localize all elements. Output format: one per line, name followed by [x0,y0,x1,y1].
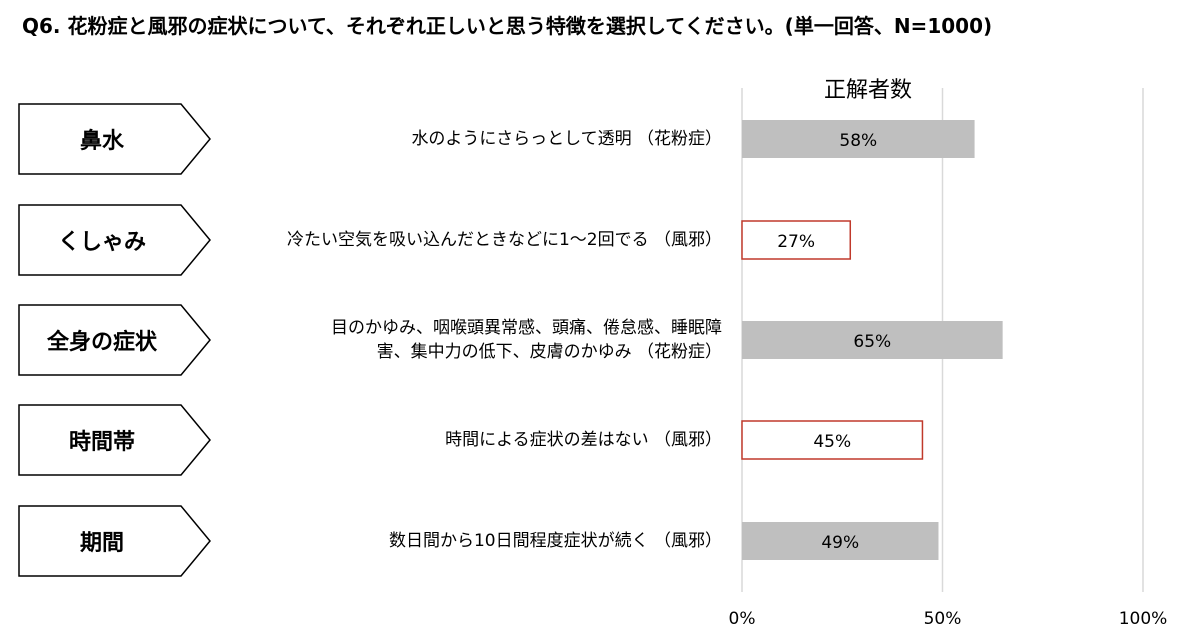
symptom-description: 水のようにさらっとして透明 （花粉症） [202,127,722,151]
category-label: くしゃみ [57,230,146,255]
description-line: 害、集中力の低下、皮膚のかゆみ （花粉症） [376,342,722,362]
category-label: 鼻水 [79,129,124,154]
category-tag: 時間帯 [18,404,212,476]
category-tag: くしゃみ [18,204,212,276]
description-line: 時間による症状の差はない （風邪） [445,430,722,450]
bar [741,220,852,260]
arrow-shape [18,304,211,376]
x-tick-label: 50% [924,609,962,629]
bar-value-label: 65% [853,332,891,352]
arrow-shape [18,204,211,276]
description-line: 目のかゆみ、咽喉頭異常感、頭痛、倦怠感、睡眠障 [331,318,722,338]
description-line: 水のようにさらっとして透明 （花粉症） [411,129,722,149]
bar [742,522,939,560]
symptom-description: 目のかゆみ、咽喉頭異常感、頭痛、倦怠感、睡眠障害、集中力の低下、皮膚のかゆみ （… [202,316,722,364]
category-label: 時間帯 [68,430,135,455]
x-tick-label: 0% [729,609,756,629]
arrow-shape [18,505,211,577]
arrow-shape [18,404,211,476]
bar-value-label: 58% [839,131,877,151]
bar-value-label: 27% [777,232,815,252]
category-label: 全身の症状 [46,330,157,355]
bar-value-label: 49% [821,533,859,553]
symptom-description: 時間による症状の差はない （風邪） [202,428,722,452]
category-tag: 全身の症状 [18,304,212,376]
question-title: Q6. 花粉症と風邪の症状について、それぞれ正しいと思う特徴を選択してください。… [22,14,993,38]
description-line: 数日間から10日間程度症状が続く （風邪） [388,531,722,551]
chart-title: 正解者数 [823,78,912,103]
symptom-description: 冷たい空気を吸い込んだときなどに1～2回でる （風邪） [202,228,722,252]
x-tick-label: 100% [1119,609,1168,629]
category-tag: 鼻水 [18,103,212,175]
category-tag: 期間 [18,505,212,577]
bar-value-label: 45% [813,432,851,452]
category-label: 期間 [79,531,124,556]
description-line: 冷たい空気を吸い込んだときなどに1～2回でる （風邪） [286,230,722,250]
symptom-description: 数日間から10日間程度症状が続く （風邪） [202,529,722,553]
bar [741,420,924,460]
bar [742,120,975,158]
arrow-shape [18,103,211,175]
bar [742,321,1003,359]
